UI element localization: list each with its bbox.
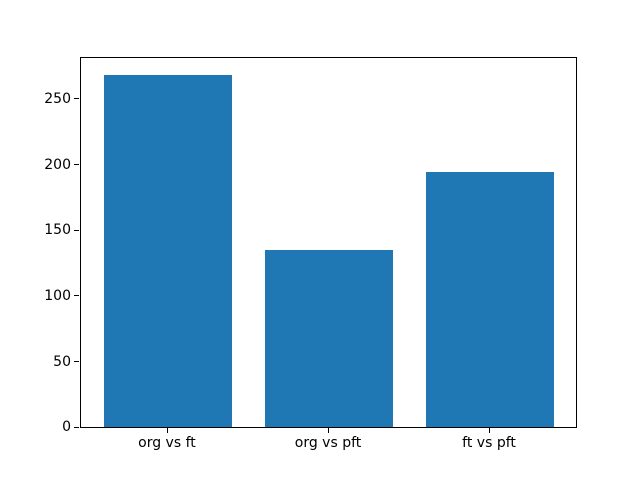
x-tick-label: org vs ft — [138, 435, 196, 451]
x-tick-label: org vs pft — [294, 435, 362, 451]
y-tick-mark — [74, 98, 79, 100]
y-tick-label: 100 — [44, 287, 71, 304]
x-tick-mark — [328, 428, 329, 434]
y-tick-mark — [74, 229, 79, 231]
x-tick-mark — [489, 428, 491, 434]
y-tick-label: 250 — [44, 90, 71, 107]
bar-org-vs-pft — [264, 249, 394, 427]
y-tick-mark — [74, 164, 79, 165]
bar-ft-vs-pft — [425, 172, 555, 427]
plot-area — [80, 57, 577, 428]
x-tick-mark — [166, 428, 168, 434]
y-tick-mark — [74, 426, 79, 428]
y-tick-mark — [74, 361, 79, 363]
bar-org-vs-ft — [103, 75, 233, 427]
y-tick-label: 150 — [44, 222, 71, 239]
x-tick-label: ft vs pft — [462, 435, 516, 451]
y-tick-mark — [74, 295, 79, 297]
y-tick-label: 50 — [53, 353, 71, 370]
y-tick-label: 0 — [62, 419, 71, 436]
y-tick-label: 200 — [44, 156, 71, 173]
